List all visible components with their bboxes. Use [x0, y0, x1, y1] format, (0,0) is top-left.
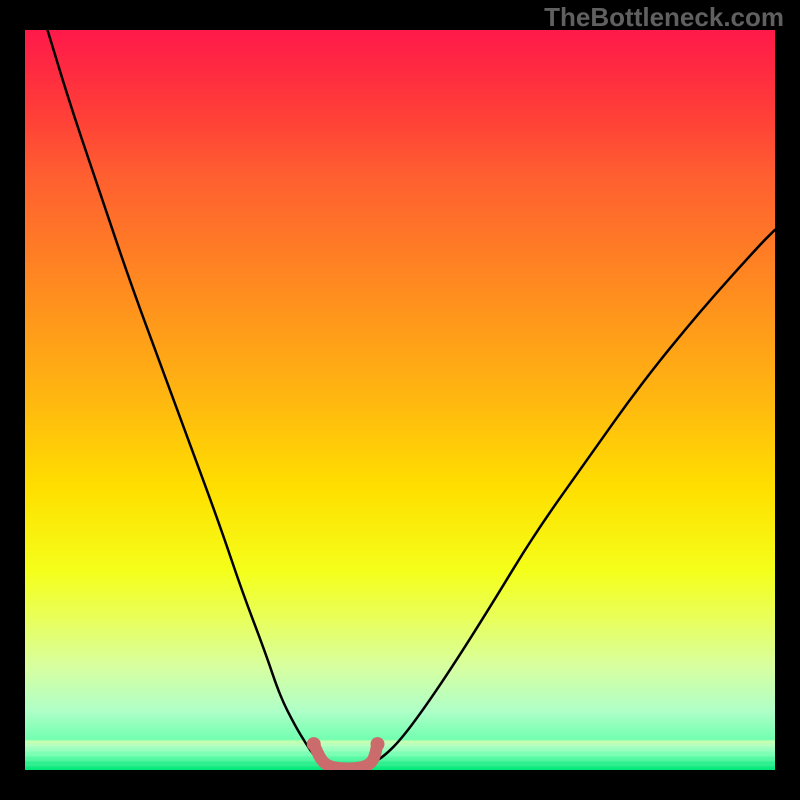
bottleneck-curve [25, 30, 775, 770]
plot-area [25, 30, 775, 770]
watermark-text: TheBottleneck.com [544, 2, 784, 33]
